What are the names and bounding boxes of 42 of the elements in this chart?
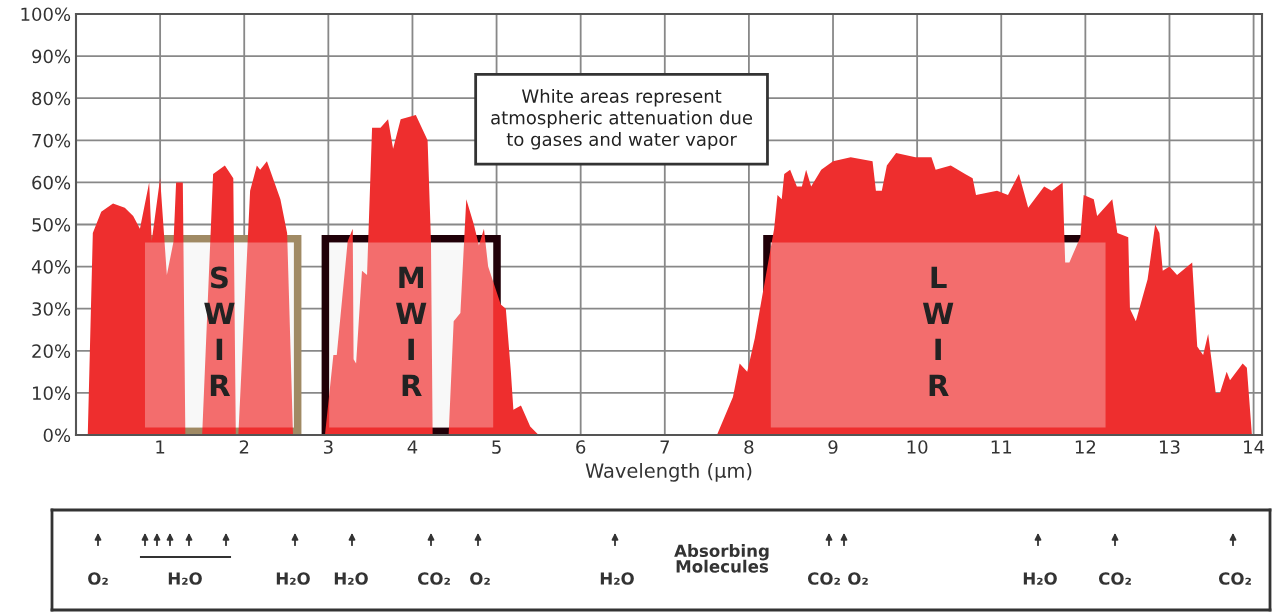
y-tick-label: 40%	[31, 260, 71, 274]
x-tick-label: 8	[744, 440, 754, 454]
x-tick-label: 12	[1075, 440, 1096, 454]
x-tick-label: 1	[156, 440, 165, 454]
text: H₂O	[600, 572, 634, 585]
band-label: MWIR	[395, 266, 427, 396]
y-tick-label: 100%	[21, 7, 71, 22]
y-tick-label: 10%	[32, 386, 71, 401]
band-label: LWIR	[922, 266, 954, 396]
x-tick-label: 7	[660, 440, 669, 454]
text: H₂O	[168, 572, 202, 585]
text: O₂	[848, 572, 868, 585]
y-tick-label: 0%	[43, 428, 71, 443]
x-tick-label: 11	[991, 440, 1012, 454]
x-axis-title: Wavelength (µm)	[585, 462, 752, 482]
y-tick-label: 90%	[32, 49, 71, 64]
x-tick-label: 14	[1244, 440, 1265, 454]
text: H₂O	[334, 572, 368, 585]
text: O₂	[88, 572, 108, 585]
y-tick-label: 80%	[32, 91, 71, 106]
x-tick-label: 9	[828, 440, 838, 454]
x-tick-label: 3	[323, 440, 333, 454]
x-tick-label: 4	[407, 440, 418, 454]
text: Absorbing Molecules	[674, 544, 769, 573]
text: H₂O	[276, 572, 310, 585]
x-tick-label: 5	[492, 440, 501, 454]
annotation: White areas represent atmospheric attenuation due to gases and water vapor	[491, 88, 753, 150]
text: CO₂	[807, 572, 840, 585]
text: CO₂	[417, 572, 450, 585]
y-tick-label: 50%	[32, 217, 71, 232]
text: CO₂	[1218, 572, 1251, 585]
y-tick-label: 70%	[32, 133, 71, 148]
y-tick-label: 20%	[32, 344, 71, 358]
x-tick-label: 13	[1159, 440, 1180, 454]
x-tick-label: 2	[239, 440, 249, 454]
text: H₂O	[1023, 572, 1057, 585]
text: CO₂	[1098, 572, 1131, 585]
y-tick-label: 30%	[32, 302, 71, 316]
x-tick-label: 6	[576, 440, 586, 454]
text: O₂	[470, 572, 490, 585]
y-tick-label: 60%	[32, 175, 71, 190]
x-tick-label: 10	[907, 440, 928, 454]
